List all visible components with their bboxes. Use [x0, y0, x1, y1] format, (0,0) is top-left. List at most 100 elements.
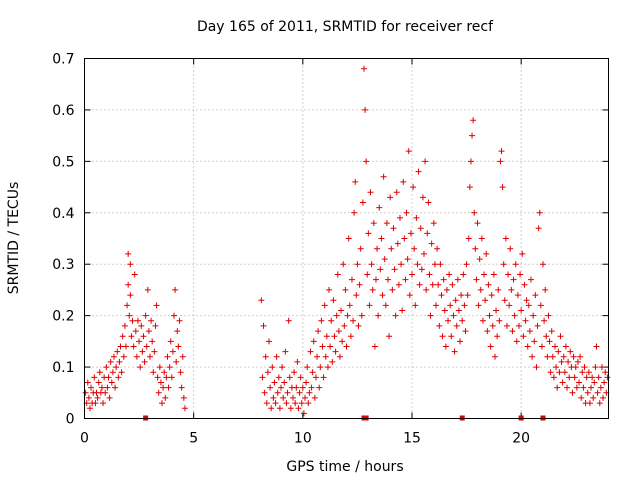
data-point [98, 384, 105, 391]
data-point [139, 348, 146, 355]
data-point [155, 389, 162, 396]
data-point [569, 389, 576, 396]
data-point [573, 384, 580, 391]
data-point [601, 379, 608, 386]
data-point [517, 271, 524, 278]
data-point [499, 184, 506, 191]
data-point [557, 333, 564, 340]
data-point [160, 384, 167, 391]
data-point [591, 379, 598, 386]
data-point [542, 286, 549, 293]
data-point [505, 271, 512, 278]
data-point [590, 394, 597, 401]
data-point [340, 261, 347, 268]
data-point [438, 292, 445, 299]
data-point [282, 348, 289, 355]
data-point [100, 400, 107, 407]
data-point [382, 302, 389, 309]
data-point [307, 348, 314, 355]
x-tick-label: 10 [294, 431, 312, 447]
data-point [165, 384, 172, 391]
data-point [113, 364, 120, 371]
data-point [276, 405, 283, 412]
data-point [386, 333, 393, 340]
data-point [500, 261, 507, 268]
data-point [475, 302, 482, 309]
data-point [565, 358, 572, 365]
data-point [140, 333, 147, 340]
data-point [564, 384, 571, 391]
data-point [571, 374, 578, 381]
y-tick-label: 0.6 [52, 103, 74, 119]
data-point [138, 322, 145, 329]
data-point [321, 302, 328, 309]
data-point [414, 261, 421, 268]
data-point [435, 281, 442, 288]
data-point [159, 400, 166, 407]
data-point [372, 276, 379, 283]
data-point [497, 158, 504, 165]
data-point [389, 286, 396, 293]
data-point [260, 322, 267, 329]
data-point [324, 364, 331, 371]
data-point [400, 178, 407, 185]
data-point [410, 184, 417, 191]
data-point [526, 328, 533, 335]
data-point [334, 271, 341, 278]
data-point [265, 338, 272, 345]
data-point [510, 276, 517, 283]
data-point [401, 235, 408, 242]
data-point [144, 286, 151, 293]
data-point [458, 292, 465, 299]
data-point [375, 312, 382, 319]
data-point [358, 312, 365, 319]
data-point [465, 235, 472, 242]
data-point [436, 322, 443, 329]
data-point [562, 343, 569, 350]
data-point [96, 369, 103, 376]
data-point [434, 245, 441, 252]
data-point [292, 400, 299, 407]
data-point [484, 328, 491, 335]
data-point [300, 410, 307, 417]
data-point [428, 240, 435, 247]
data-point [174, 328, 181, 335]
data-point [280, 394, 287, 401]
data-point [514, 292, 521, 299]
data-point [108, 379, 115, 386]
y-tick-label: 0.1 [52, 360, 74, 376]
data-point [116, 358, 123, 365]
data-point [537, 302, 544, 309]
y-tick-label: 0 [66, 412, 75, 428]
data-point [95, 379, 102, 386]
data-point [535, 225, 542, 232]
data-point [263, 400, 270, 407]
data-point [443, 286, 450, 293]
data-point [122, 343, 129, 350]
data-point [128, 333, 135, 340]
data-point [348, 276, 355, 283]
data-point [363, 158, 370, 165]
data-point [181, 405, 188, 412]
data-point [141, 358, 148, 365]
data-point [550, 374, 557, 381]
data-point [354, 261, 361, 268]
data-point [467, 158, 474, 165]
data-point [154, 374, 161, 381]
data-point [152, 322, 159, 329]
data-point [478, 235, 485, 242]
chart-title: Day 165 of 2011, SRMTID for receiver rec… [197, 19, 494, 35]
data-point [462, 328, 469, 335]
data-point [437, 261, 444, 268]
data-point [572, 364, 579, 371]
data-point [161, 369, 168, 376]
data-point [525, 302, 532, 309]
data-point [286, 374, 293, 381]
data-point [275, 374, 282, 381]
data-point [521, 281, 528, 288]
data-point [347, 333, 354, 340]
data-point [369, 286, 376, 293]
data-point [399, 307, 406, 314]
data-point [278, 384, 284, 391]
y-tick-label: 0.2 [52, 309, 74, 325]
